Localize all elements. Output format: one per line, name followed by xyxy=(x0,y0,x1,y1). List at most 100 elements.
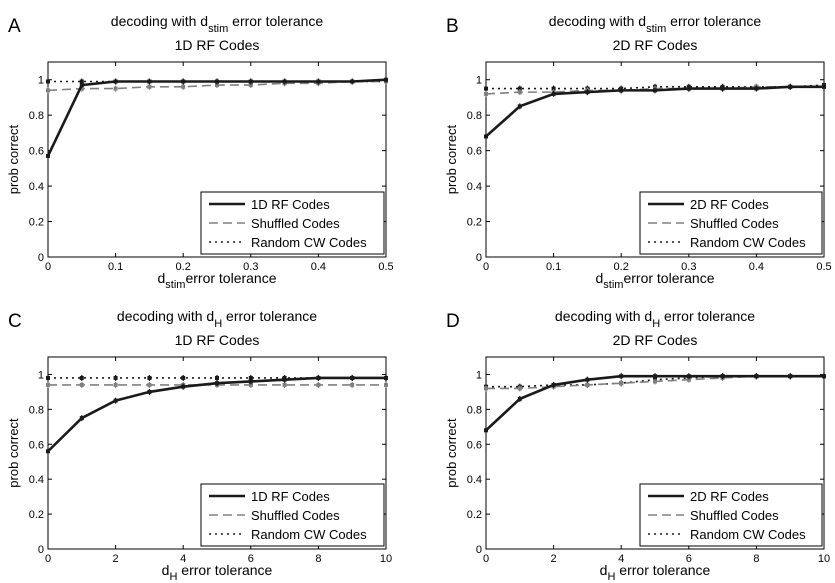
data-point xyxy=(113,375,118,380)
data-point xyxy=(215,83,219,88)
data-point xyxy=(384,77,388,82)
x-tick-label: 0 xyxy=(45,261,51,273)
data-point xyxy=(517,386,522,391)
data-point xyxy=(215,381,219,386)
data-point xyxy=(113,382,118,387)
x-tick-label: 0.2 xyxy=(614,261,629,273)
data-point xyxy=(316,375,321,380)
x-tick-label: 0.5 xyxy=(378,261,393,273)
y-tick-label: 1 xyxy=(38,369,44,381)
data-point xyxy=(215,79,219,84)
y-tick-label: 0 xyxy=(38,544,44,556)
data-point xyxy=(147,79,152,84)
y-tick-label: 0.8 xyxy=(467,110,482,122)
y-tick-label: 0.6 xyxy=(29,439,44,451)
x-tick-label: 0.5 xyxy=(816,261,831,273)
plot-area xyxy=(47,61,387,258)
data-point xyxy=(79,416,84,421)
x-tick-label: 10 xyxy=(380,553,392,565)
legend: 1D RF Codes Shuffled Codes Random CW Codes xyxy=(200,191,385,255)
x-tick-label: 0.2 xyxy=(176,261,191,273)
y-tick-label: 0.6 xyxy=(29,146,44,158)
data-point xyxy=(720,86,725,91)
panel-title: decoding with dH error tolerance xyxy=(555,308,755,330)
data-point xyxy=(248,79,253,84)
x-tick-label: 6 xyxy=(248,553,254,565)
legend: 2D RF Codes Shuffled Codes Random CW Codes xyxy=(639,191,823,255)
data-point xyxy=(248,379,253,384)
data-point xyxy=(282,377,287,382)
y-tick-label: 0.2 xyxy=(29,217,44,229)
x-tick-label: 4 xyxy=(618,553,624,565)
data-point xyxy=(788,374,793,379)
data-point xyxy=(585,90,590,95)
panel-subtitle: 2D RF Codes xyxy=(613,332,698,348)
data-point xyxy=(686,377,691,382)
x-tick-label: 0.3 xyxy=(681,261,696,273)
data-point xyxy=(484,86,488,91)
data-point xyxy=(619,381,624,386)
legend-label: 1D RF Codes xyxy=(251,197,330,212)
data-point xyxy=(686,374,691,379)
x-tick-label: 8 xyxy=(315,553,321,565)
y-tick-label: 0.4 xyxy=(467,181,482,193)
plot-area xyxy=(485,61,825,258)
data-point xyxy=(79,83,84,88)
y-axis-label: prob correct xyxy=(6,418,21,488)
data-point xyxy=(46,153,50,158)
y-tick-label: 0.6 xyxy=(467,439,482,451)
legend-label: Shuffled Codes xyxy=(251,508,340,523)
legend-label: Random CW Codes xyxy=(690,527,806,542)
y-tick-label: 1 xyxy=(476,369,482,381)
data-point xyxy=(484,386,488,391)
data-point xyxy=(248,375,253,380)
panel-title: decoding with dH error tolerance xyxy=(117,308,317,330)
x-tick-label: 10 xyxy=(818,553,830,565)
data-point xyxy=(46,79,50,84)
y-tick-label: 0.8 xyxy=(29,404,44,416)
series-line-solid xyxy=(485,85,824,138)
series-line-solid xyxy=(46,78,387,157)
data-point xyxy=(619,88,624,93)
y-tick-label: 1 xyxy=(38,75,44,87)
data-point xyxy=(282,382,287,387)
data-point xyxy=(517,396,522,401)
legend: 1D RF Codes Shuffled Codes Random CW Codes xyxy=(200,483,385,547)
y-axis-label: prob correct xyxy=(444,124,459,194)
plot-area xyxy=(485,356,825,550)
x-axis-label: dstimerror tolerance xyxy=(157,270,276,291)
data-point xyxy=(551,382,556,387)
data-point xyxy=(79,382,84,387)
data-point xyxy=(653,379,657,384)
data-point xyxy=(517,104,522,109)
data-point xyxy=(46,88,50,93)
data-point xyxy=(822,374,826,379)
data-point xyxy=(350,79,355,84)
x-tick-label: 0.1 xyxy=(108,261,123,273)
y-axis-label: prob correct xyxy=(444,418,459,488)
y-tick-label: 0.2 xyxy=(467,509,482,521)
y-tick-label: 0 xyxy=(476,252,482,264)
data-point xyxy=(653,88,657,93)
data-point xyxy=(147,84,152,89)
y-tick-label: 0.4 xyxy=(29,181,44,193)
panel-subtitle: 1D RF Codes xyxy=(175,332,260,348)
data-point xyxy=(619,374,624,379)
data-point xyxy=(551,86,556,91)
x-tick-label: 4 xyxy=(180,553,186,565)
data-point xyxy=(113,86,118,91)
series-line-solid xyxy=(47,376,386,453)
x-tick-label: 0.1 xyxy=(546,261,561,273)
data-point xyxy=(113,398,118,403)
y-tick-label: 1 xyxy=(476,75,482,87)
panel-letter: A xyxy=(8,16,21,37)
data-point xyxy=(484,428,488,433)
data-point xyxy=(316,79,321,84)
legend-label: Random CW Codes xyxy=(690,235,806,250)
x-tick-label: 0 xyxy=(45,553,51,565)
data-point xyxy=(46,375,50,380)
x-tick-label: 8 xyxy=(753,553,759,565)
data-point xyxy=(350,382,355,387)
